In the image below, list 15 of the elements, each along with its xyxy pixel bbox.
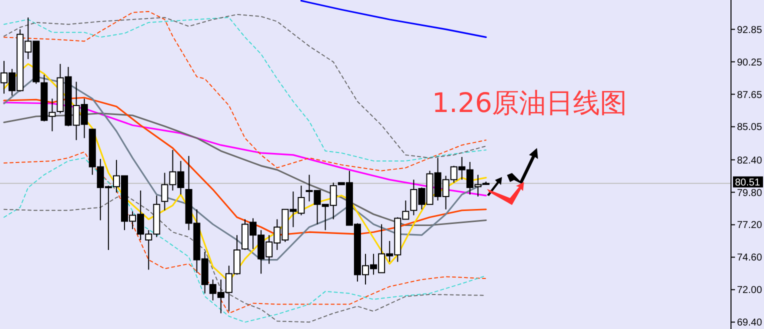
line-series — [3, 112, 487, 226]
y-tick-label: 82.40 — [737, 155, 762, 166]
text: 1.26原油日线图 — [432, 88, 628, 119]
y-tick-label: 72.00 — [737, 285, 762, 296]
y-tick-label: 92.85 — [737, 24, 762, 36]
y-tick-label: 90.25 — [737, 57, 762, 68]
line-series — [4, 194, 486, 323]
line-series — [300, 0, 487, 38]
y-tick-label: 77.20 — [737, 220, 762, 232]
y-tick-label: 79.80 — [737, 188, 762, 199]
y-tick-label: 74.60 — [737, 252, 762, 264]
y-tick-label: 87.65 — [737, 90, 762, 101]
ref-line-label: 80.51 — [735, 177, 760, 188]
y-tick-label: 69.40 — [737, 318, 762, 329]
y-tick-label: 85.05 — [737, 122, 762, 134]
